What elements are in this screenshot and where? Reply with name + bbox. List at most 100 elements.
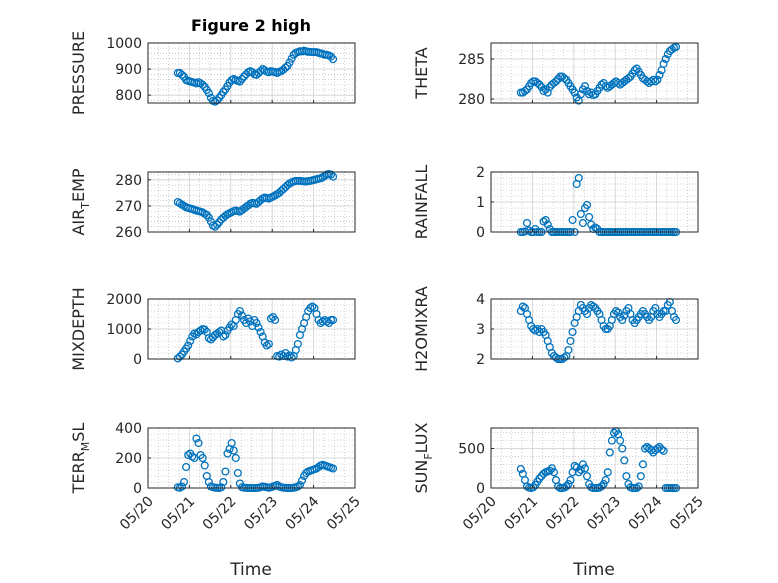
data-point [293,482,302,491]
data-point [175,352,184,361]
data-point [188,452,197,461]
data-point [254,323,263,332]
y-tick-label: 800 [115,88,142,104]
data-point [622,472,631,481]
data-point [198,80,207,89]
subplot-h2omixra: 2 3 4 H2OMIXRA [412,286,699,372]
data-markers [516,42,681,105]
axes-box [490,42,699,104]
data-point [329,464,338,473]
y-tick-label: 2 [476,352,485,368]
data-point [543,220,552,229]
data-point [672,315,681,325]
data-point [564,345,573,355]
data-point [192,434,201,443]
data-point [560,353,569,362]
data-point [264,339,273,349]
data-point [566,476,575,485]
data-point [578,218,587,228]
data-point [266,314,276,323]
data-point [231,453,240,463]
data-point [206,217,215,226]
data-point [566,336,575,346]
data-point [636,472,645,481]
data-point [597,80,606,89]
data-point [275,352,284,361]
data-point [227,320,236,329]
subplot-rainfall: 0 1 2 RAINFALL [412,165,699,241]
y-axis-label-part: SUN [412,460,431,494]
data-point [657,445,666,454]
data-point [624,74,633,83]
data-point [582,200,592,210]
data-point [235,306,244,316]
data-point [611,306,621,316]
data-point [618,444,627,453]
x-axis-label-right: Time [572,560,615,580]
data-point [223,449,232,458]
data-point [177,482,186,491]
data-point [194,438,203,448]
data-point [634,482,643,491]
data-point [227,438,236,448]
data-markers [173,46,338,106]
data-point [287,353,296,362]
y-tick-label: 900 [115,62,142,78]
data-point [585,212,594,222]
y-tick-label: 1000 [106,36,142,52]
data-point [638,460,647,469]
y-tick-label: 200 [115,451,142,467]
data-point [545,466,554,475]
data-point [308,302,317,311]
data-point [186,336,195,346]
subplot-theta: 280 285 THETA [412,42,699,108]
data-point [547,464,556,473]
y-tick-label: 0 [133,352,142,368]
data-point [217,483,226,492]
data-point [545,82,554,92]
data-point [574,468,583,477]
axes-box [147,42,356,104]
data-point [329,55,338,64]
data-point [649,75,658,84]
data-point [329,172,338,181]
data-point [221,211,230,220]
y-axis-label-air_temp: AIRTEMP [69,168,92,235]
data-point [539,469,548,478]
y-tick-label: 400 [115,421,142,437]
data-point [541,215,550,225]
data-point [580,82,590,91]
y-tick-label: 285 [458,52,485,68]
y-axis-label-part: LUX [412,422,431,453]
data-point [572,463,581,472]
data-point [242,318,251,328]
y-tick-label: 280 [115,173,142,189]
data-point [599,480,608,489]
data-point [281,63,290,72]
data-point [661,54,670,64]
data-point [221,467,230,476]
data-point [607,436,616,445]
data-point [562,482,571,491]
y-tick-label: 0 [476,225,485,241]
data-point [659,59,668,68]
data-point [576,209,585,219]
data-point [204,333,213,343]
y-tick-label: 4 [476,292,485,308]
y-axis-label-rainfall: RAINFALL [412,165,431,240]
data-point [184,450,193,460]
data-point [618,315,627,325]
data-point [252,318,261,328]
data-point [672,42,681,52]
data-markers [173,302,338,363]
y-tick-label: 280 [458,92,485,108]
data-point [221,330,230,340]
subplot-air_temp: 260 270 280 AIRTEMP [69,168,356,241]
data-point [574,173,583,183]
data-point [184,341,193,350]
data-point [609,428,619,437]
data-point [190,453,199,463]
data-point [520,86,529,96]
data-point [601,476,610,485]
y-tick-label: 1 [476,195,485,211]
